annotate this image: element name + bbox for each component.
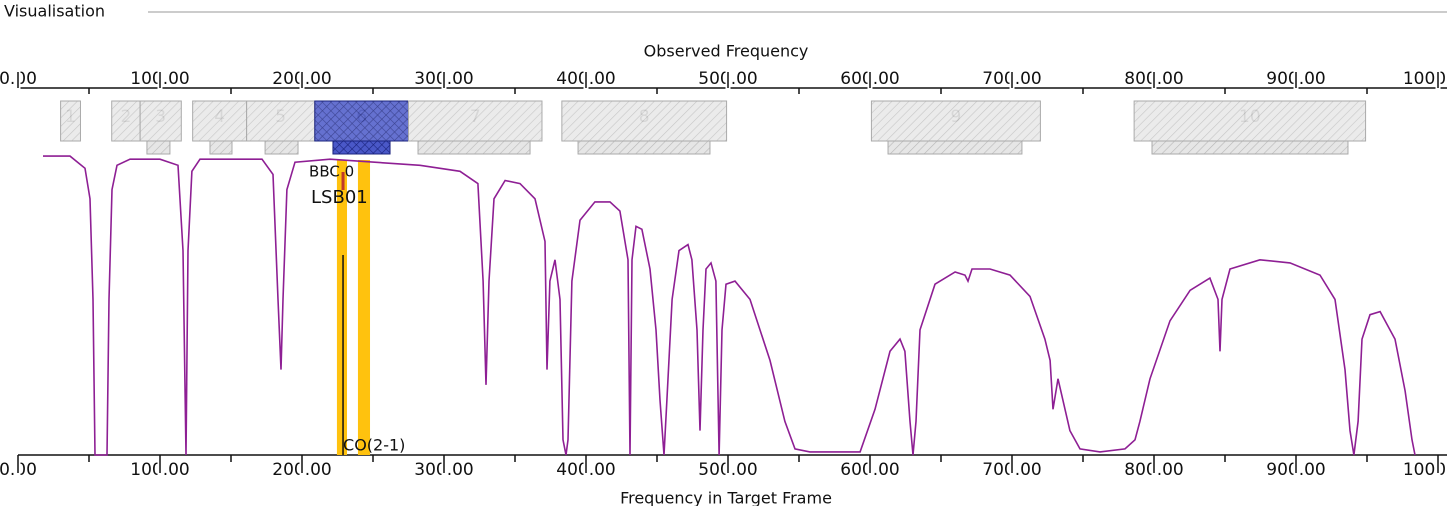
band-if <box>887 140 1023 155</box>
band-if <box>146 140 171 155</box>
band-if <box>577 140 711 155</box>
line-label: CO(2-1) <box>343 436 405 455</box>
receiver-band <box>60 100 81 142</box>
transmission-line <box>43 155 1416 456</box>
spectral-window <box>336 160 348 455</box>
selected-band-if <box>332 140 391 155</box>
window-label: LSB01 <box>311 187 368 208</box>
receiver-band <box>870 100 1041 142</box>
receiver-band <box>408 100 543 142</box>
band-if <box>264 140 299 155</box>
receiver-band <box>139 100 182 142</box>
bottom-axis-title: Frequency in Target Frame <box>620 489 832 506</box>
receiver-band <box>1133 100 1367 142</box>
band-if <box>1151 140 1349 155</box>
top-axis-title: Observed Frequency <box>644 42 809 61</box>
receiver-band <box>561 100 728 142</box>
band-if <box>417 140 531 155</box>
band-if <box>209 140 233 155</box>
panel-title: Visualisation <box>4 2 105 21</box>
receiver-band <box>246 100 316 142</box>
receiver-band <box>192 100 248 142</box>
receiver-band <box>111 100 141 142</box>
selected-band <box>314 100 409 142</box>
bbc-label: BBC 0 <box>309 163 354 181</box>
spectral-window <box>357 160 371 455</box>
